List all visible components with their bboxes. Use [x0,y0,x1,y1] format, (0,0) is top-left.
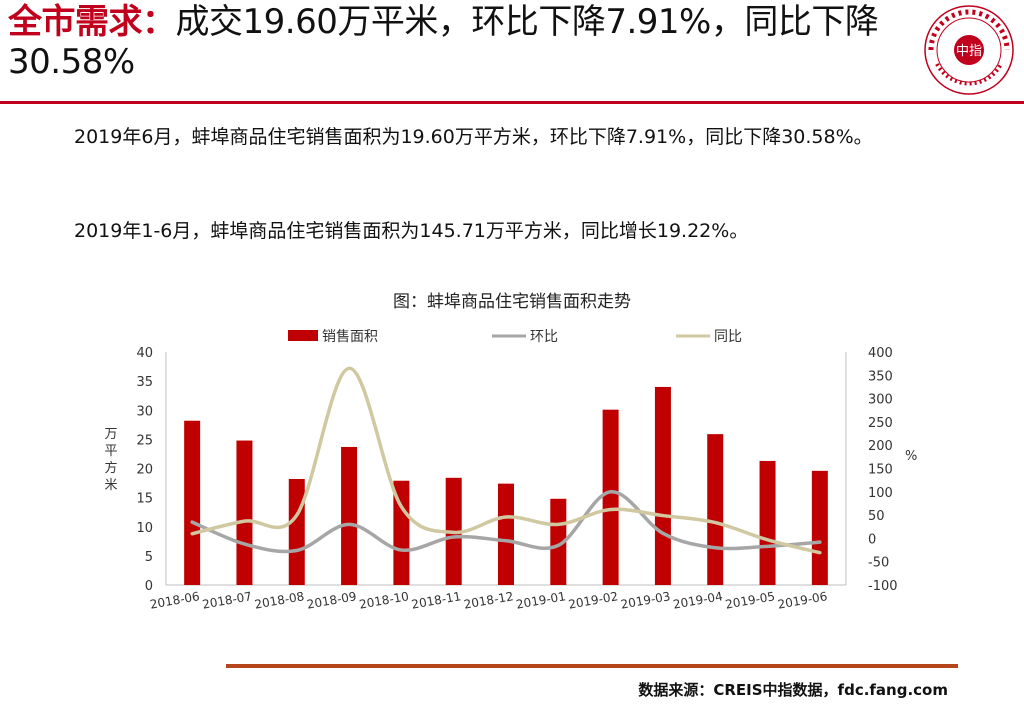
left-tick-label: 30 [136,404,153,419]
header-divider [0,101,1024,104]
right-tick-label: 150 [868,463,893,478]
right-tick-label: 250 [868,416,893,431]
x-tick-label: 2018-10 [358,589,410,611]
right-tick-label: -50 [868,556,889,571]
bar-2018-06 [184,420,201,585]
x-tick-label: 2019-01 [515,589,567,611]
legend-label-bar: 销售面积 [322,329,378,345]
header: 全市需求：成交19.60万平米，环比下降7.91%，同比下降30.58% [8,2,913,82]
bar-2018-12 [498,483,514,585]
right-tick-label: 350 [868,369,893,384]
left-tick-label: 0 [145,579,153,594]
china-index-academy-logo-icon: 中指 [924,5,1014,95]
y-axis-label-char: 万 [104,427,117,442]
chart-title: 图：蚌埠商品住宅销售面积走势 [393,292,631,312]
legend-label-mom: 环比 [530,329,558,345]
left-tick-label: 15 [136,492,153,507]
bar-2019-03 [654,386,671,585]
x-tick-label: 2018-09 [306,589,358,611]
left-tick-label: 5 [145,550,153,565]
right-tick-label: 50 [868,509,885,524]
x-tick-label: 2018-11 [410,589,462,611]
right-tick-label: 0 [868,532,876,547]
x-tick-label: 2018-08 [253,589,305,611]
line-series-yoy [190,366,822,555]
bar-2019-06 [811,470,828,585]
y-axis-label-char: 平 [104,444,117,459]
legend-swatch-bar [288,330,318,341]
page-title: 全市需求：成交19.60万平米，环比下降7.91%，同比下降30.58% [8,2,913,82]
summary-paragraph-2: 2019年1-6月，蚌埠商品住宅销售面积为145.71万平方米，同比增长19.2… [74,220,749,242]
right-tick-label: 100 [868,486,893,501]
x-tick-label: 2018-12 [463,589,515,611]
bar-2019-04 [707,434,724,585]
bar-2018-08 [288,478,305,585]
title-rest: 成交19.60万平米，环比下降7.91%，同比下降30.58% [8,2,879,82]
right-tick-label: 300 [868,393,893,408]
x-tick-label: 2019-04 [672,589,724,611]
right-tick-label: 400 [868,346,893,361]
bar-2019-05 [759,460,776,585]
x-tick-label: 2019-03 [620,589,672,611]
right-tick-label: 200 [868,439,893,454]
left-tick-label: 10 [136,521,153,536]
bar-2019-02 [602,409,619,585]
x-tick-label: 2018-06 [149,589,201,611]
summary-paragraph-1: 2019年6月，蚌埠商品住宅销售面积为19.60万平方米，环比下降7.91%，同… [74,126,873,148]
legend-label-yoy: 同比 [714,329,742,345]
right-tick-label: -100 [868,579,898,594]
x-tick-label: 2018-07 [201,589,253,611]
y-axis-label-char: 方 [104,460,117,476]
bar-2019-01 [550,498,567,585]
left-tick-label: 35 [136,375,153,390]
x-tick-label: 2019-02 [567,589,619,611]
bar-2018-09 [341,446,358,585]
footer-divider [226,664,958,668]
y-axis-label-char: 米 [104,478,117,493]
title-highlight: 全市需求： [8,2,176,42]
y2-axis-label: % [905,449,917,464]
x-tick-label: 2019-05 [724,589,776,611]
logo-center-text: 中指 [956,44,982,59]
bar-2018-07 [236,440,253,585]
x-tick-label: 2019-06 [777,589,829,611]
bar-2018-10 [393,480,410,585]
line-series-mom [190,490,822,554]
data-source: 数据来源：CREIS中指数据，fdc.fang.com [638,681,948,699]
left-tick-label: 25 [136,433,153,448]
left-tick-label: 20 [136,463,153,478]
left-tick-label: 40 [136,346,153,361]
